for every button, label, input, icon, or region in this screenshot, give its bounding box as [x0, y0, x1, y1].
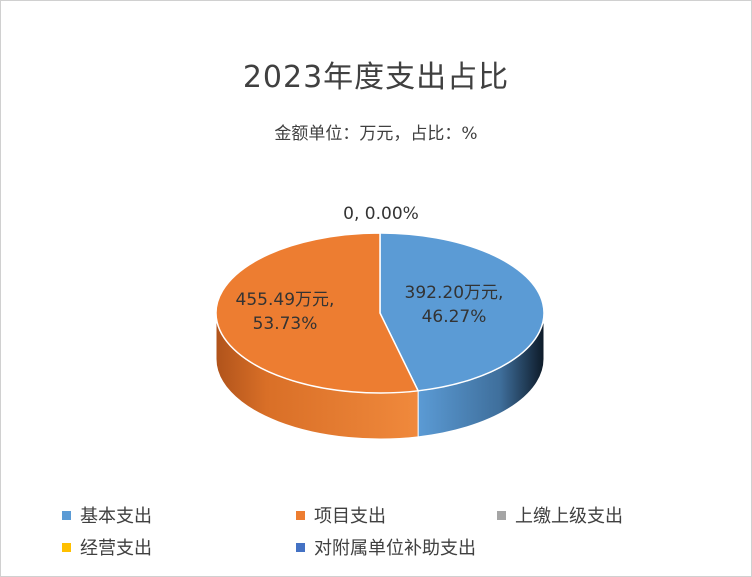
- legend-item: 基本支出: [62, 502, 152, 528]
- legend-label: 经营支出: [80, 538, 152, 559]
- pie-slice-0: [379, 232, 545, 392]
- legend-item: 对附属单位补助支出: [296, 534, 476, 560]
- pie-slice-1: [215, 232, 420, 394]
- legend-item: 上缴上级支出: [497, 502, 623, 528]
- data-label-0: 392.20万元, 46.27%: [405, 283, 504, 327]
- legend-label: 对附属单位补助支出: [314, 538, 476, 559]
- data-label-1: 455.49万元, 53.73%: [236, 290, 335, 334]
- legend-swatch: [296, 542, 305, 552]
- legend-item: 项目支出: [296, 502, 386, 528]
- chart-subtitle: 金额单位：万元，占比：%: [274, 124, 478, 144]
- chart-title: 2023年度支出占比: [242, 60, 510, 95]
- legend-label: 项目支出: [314, 506, 386, 527]
- legend-label: 基本支出: [80, 506, 152, 527]
- legend-swatch: [62, 510, 71, 520]
- legend-label: 上缴上级支出: [515, 506, 623, 527]
- legend-swatch: [296, 510, 305, 520]
- legend-item: 经营支出: [62, 534, 152, 560]
- legend-swatch: [62, 542, 71, 552]
- legend-swatch: [497, 510, 506, 520]
- data-label-2: 0, 0.00%: [343, 204, 419, 224]
